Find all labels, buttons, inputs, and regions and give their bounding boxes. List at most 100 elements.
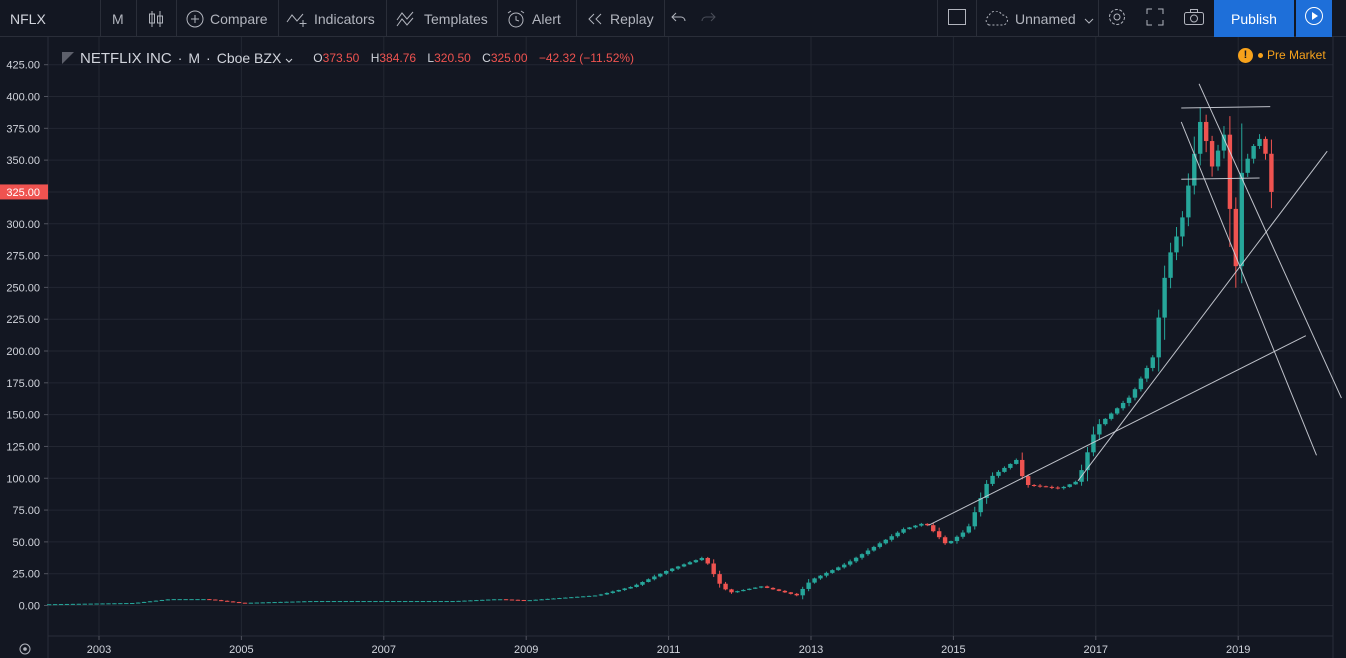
candle-up <box>1186 185 1191 218</box>
redo-button[interactable] <box>700 0 716 37</box>
axis-settings-button[interactable] <box>19 643 31 655</box>
candle-up <box>592 595 598 597</box>
expand-icon <box>1146 8 1164 29</box>
candle-up <box>960 532 966 537</box>
candle-up <box>462 600 467 602</box>
candle-up <box>598 594 604 596</box>
candle-up <box>385 601 390 603</box>
candle-up <box>290 601 295 603</box>
candle-up <box>883 539 888 544</box>
chevron-down-icon[interactable] <box>285 50 293 66</box>
camera-icon <box>1183 8 1205 29</box>
fullscreen-button[interactable] <box>1146 0 1164 37</box>
alert-label: Alert <box>532 10 561 27</box>
time-axis[interactable]: 2003 2005 2007 2009 2011 2013 2015 2017 2019 <box>87 636 1251 656</box>
price-tick-label: 175.00 <box>6 378 40 390</box>
interval-label: M <box>112 10 124 27</box>
legend-title[interactable]: NETFLIX INC <box>80 49 172 67</box>
toolbar-divider <box>278 0 279 37</box>
legend-separator: · <box>206 50 211 66</box>
compare-label: Compare <box>210 10 268 27</box>
candle-down <box>236 602 242 604</box>
replay-button[interactable]: Replay <box>586 0 654 37</box>
candle-up <box>112 603 117 605</box>
candle-up <box>527 600 532 602</box>
candle-up <box>278 601 283 603</box>
premarket-status[interactable]: ! Pre Market <box>1238 46 1326 64</box>
candle-up <box>106 603 111 605</box>
last-price-label: 325.00 <box>6 187 40 199</box>
fullscreen-layout-button[interactable] <box>947 0 967 37</box>
indicators-label: Indicators <box>314 10 375 27</box>
candle-up <box>420 601 426 603</box>
gear-icon <box>1107 7 1127 30</box>
templates-icon <box>396 10 418 28</box>
candle-up <box>978 498 983 513</box>
candle-up <box>895 532 900 537</box>
premarket-label: Pre Market <box>1267 48 1326 62</box>
price-tick-label: 50.00 <box>12 537 40 549</box>
candle-up <box>201 599 206 601</box>
undo-button[interactable] <box>671 0 687 37</box>
candle-down <box>1020 459 1025 477</box>
candle-up <box>616 589 621 592</box>
chart-type-button[interactable] <box>146 0 172 37</box>
alarm-clock-icon <box>506 9 526 29</box>
candle-up <box>812 578 817 583</box>
candle-up <box>260 602 265 604</box>
candle-up <box>646 579 651 583</box>
templates-button[interactable]: Templates <box>396 0 488 37</box>
candle-up <box>681 564 687 567</box>
candle-up <box>687 562 693 565</box>
play-button[interactable] <box>1296 0 1332 37</box>
candle-up <box>984 483 989 499</box>
candle-up <box>853 557 859 562</box>
candle-up <box>124 603 129 605</box>
candle-up <box>1067 484 1072 487</box>
alert-button[interactable]: Alert <box>506 0 561 37</box>
candle-up <box>100 603 105 605</box>
indicators-button[interactable]: Indicators <box>286 0 375 37</box>
candle-up <box>1156 317 1161 358</box>
candle-up <box>408 601 414 603</box>
candle-up <box>456 600 461 602</box>
candle-down <box>764 586 770 588</box>
low-value: 320.50 <box>434 51 471 65</box>
toolbar-divider <box>976 0 977 37</box>
candle-up <box>76 603 82 605</box>
settings-button[interactable] <box>1107 0 1127 37</box>
change-value: −42.32 (−11.52%) <box>538 51 635 65</box>
candles-layer <box>46 107 1274 606</box>
candle-down <box>1203 121 1209 142</box>
flag-icon[interactable] <box>62 52 74 64</box>
candle-up <box>664 570 669 574</box>
candle-up <box>480 599 485 601</box>
publish-button[interactable]: Publish <box>1214 0 1294 37</box>
layout-name-button[interactable]: Unnamed <box>983 0 1094 37</box>
square-icon <box>947 8 967 29</box>
time-tick-label: 2009 <box>514 644 538 656</box>
candle-up <box>183 599 188 601</box>
legend-exchange[interactable]: Cboe BZX <box>216 50 282 66</box>
price-chart[interactable]: 0.00 25.00 50.00 75.00 100.00 125.00 150.00 175… <box>0 37 1346 658</box>
candle-up <box>1002 467 1007 472</box>
candle-up <box>1221 134 1227 151</box>
candle-up <box>1257 138 1262 146</box>
chart-background <box>0 37 1346 658</box>
interval-button[interactable]: M <box>112 0 124 37</box>
price-tick-label: 375.00 <box>6 123 40 135</box>
candle-up <box>859 554 865 558</box>
time-tick-label: 2007 <box>372 644 396 656</box>
candles-icon <box>146 9 166 29</box>
trendlines-layer <box>928 83 1342 526</box>
snapshot-button[interactable] <box>1183 0 1205 37</box>
candle-up <box>130 602 135 604</box>
candle-up <box>836 567 841 571</box>
candle-down <box>942 537 948 544</box>
compare-button[interactable]: Compare <box>186 0 268 37</box>
candle-down <box>705 557 710 564</box>
symbol-search-button[interactable]: NFLX <box>10 0 46 37</box>
toolbar-divider <box>100 0 101 37</box>
candle-down <box>509 599 515 601</box>
candle-up <box>753 587 758 589</box>
